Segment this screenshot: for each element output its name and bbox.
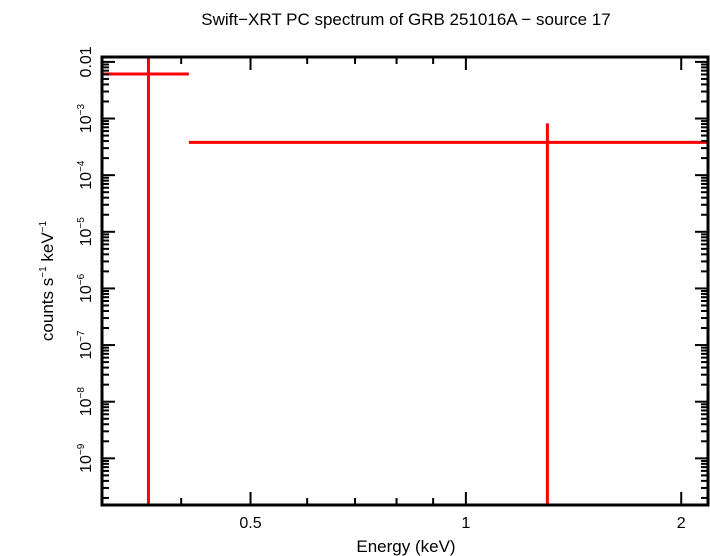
y-axis-label-exp2: −1: [38, 220, 49, 232]
y-tick-label: 10−8: [76, 387, 95, 417]
chart-title: Swift−XRT PC spectrum of GRB 251016A − s…: [201, 10, 610, 29]
y-axis-label: counts s−1 keV−1: [38, 220, 57, 341]
x-tick-label: 1: [461, 515, 470, 532]
y-tick-label: 10−5: [76, 217, 95, 247]
y-tick-base: 10: [78, 115, 95, 133]
data-series: [102, 57, 708, 505]
y-tick-label: 10−7: [76, 330, 95, 360]
x-tick-label: 2: [677, 515, 686, 532]
y-tick-label: 10−3: [76, 103, 95, 133]
y-tick-base: 10: [78, 285, 95, 303]
y-tick-base: 10: [78, 228, 95, 246]
y-tick-label: 10−9: [76, 443, 95, 473]
y-tick-base: 10: [78, 172, 95, 190]
y-tick-exponent: −6: [76, 273, 87, 285]
y-tick-label: 10−4: [76, 160, 95, 190]
y-tick-exponent: −8: [76, 387, 87, 399]
data-point: [188, 123, 708, 505]
x-tick-labels: 0.5 1 2: [239, 515, 685, 532]
x-tick-label: 0.5: [239, 515, 261, 532]
y-tick-base: 10: [78, 455, 95, 473]
data-point: [102, 57, 189, 505]
y-tick-label: 10−6: [76, 273, 95, 303]
y-tick-exponent: −9: [76, 443, 87, 455]
axes: [100, 55, 710, 507]
y-axis-label-main: counts s: [38, 278, 57, 341]
y-tick-base: 0.01: [78, 46, 95, 77]
y-tick-exponent: −5: [76, 217, 87, 229]
y-axis-label-mid: keV: [38, 232, 57, 267]
x-axis-label: Energy (keV): [356, 537, 455, 556]
y-tick-base: 10: [78, 342, 95, 360]
plot-frame: [100, 55, 710, 507]
y-tick-exponent: −7: [76, 330, 87, 342]
y-tick-exponent: −3: [76, 103, 87, 115]
y-axis-label-exp1: −1: [38, 266, 49, 278]
y-tick-exponent: −4: [76, 160, 87, 172]
y-tick-label: 0.01: [78, 46, 95, 77]
y-tick-base: 10: [78, 398, 95, 416]
